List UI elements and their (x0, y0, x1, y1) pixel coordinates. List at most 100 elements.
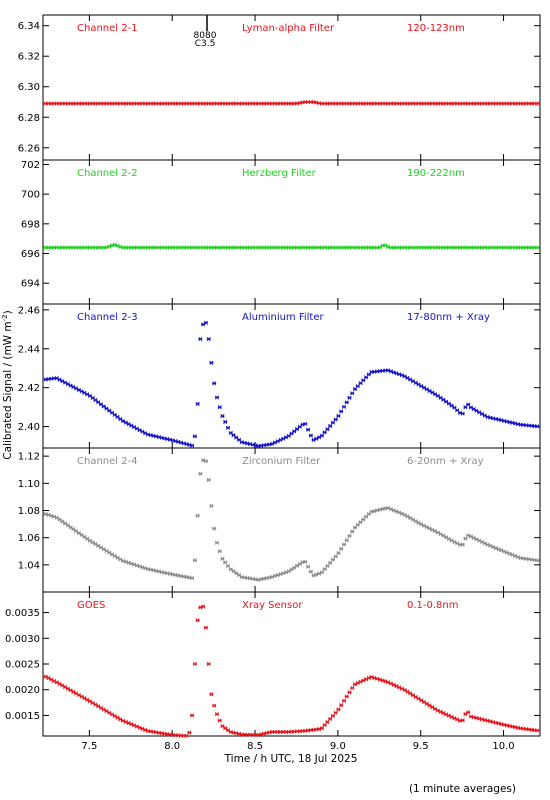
data-point (190, 576, 195, 581)
data-point (214, 712, 220, 717)
y-axis-label-sup: -2 (1, 314, 9, 321)
data-point (463, 536, 468, 541)
data-point (325, 563, 330, 569)
data-point (355, 384, 360, 389)
data-point (225, 425, 231, 430)
data-point (195, 618, 200, 623)
data-point (203, 459, 208, 464)
data-point (328, 716, 333, 721)
data-point (361, 378, 366, 383)
x-tick-label: 8.0 (164, 741, 180, 752)
data-point (217, 405, 222, 410)
data-point (192, 558, 197, 563)
y-tick-label: 696 (21, 249, 40, 260)
series-points (43, 242, 540, 250)
band-label: 190-222nm (407, 168, 465, 179)
panel-3: 2.40 2.42 2.44 2.46 Channel 2-3 Aluminium Fil… (18, 303, 541, 449)
data-point (336, 707, 341, 712)
data-point (333, 554, 338, 559)
data-point (535, 424, 540, 429)
y-tick-label: 0.0035 (5, 608, 40, 619)
x-tick-label: 9.5 (413, 741, 429, 752)
data-point (303, 559, 308, 564)
panel-frame (42, 303, 541, 449)
data-point (535, 101, 540, 106)
data-point (214, 540, 220, 545)
data-point (344, 694, 349, 699)
data-point (217, 549, 222, 554)
filter-label: Herzberg Filter (242, 168, 317, 179)
data-point (220, 556, 225, 561)
flare-marker-label: C3.5 (195, 39, 216, 49)
data-point (535, 558, 540, 563)
panels-group: 6.26 6.28 6.30 6.32 6.34 Channel 2-1 Lyman-alp… (5, 14, 541, 738)
data-point (225, 563, 231, 569)
data-point (460, 411, 465, 416)
x-tick-label: 10.0 (492, 741, 514, 752)
panel-1: 6.26 6.28 6.30 6.32 6.34 Channel 2-1 Lyman-alp… (18, 14, 541, 161)
y-tick-label: 2.46 (18, 305, 40, 316)
y-tick-label: 6.34 (18, 21, 40, 32)
series-points (43, 604, 540, 738)
data-point (347, 395, 352, 400)
y-tick-label: 694 (21, 279, 40, 290)
data-point (319, 726, 324, 731)
data-point (308, 569, 313, 574)
y-axis-label: Calibrated Signal / (mW m-2) (1, 310, 14, 459)
data-point (333, 710, 338, 715)
data-point (347, 533, 352, 538)
data-point (350, 685, 355, 691)
data-point (347, 690, 352, 695)
y-tick-label: 1.04 (18, 560, 40, 571)
data-point (466, 710, 471, 715)
data-point (306, 564, 311, 569)
data-point (187, 730, 192, 735)
data-point (339, 546, 344, 551)
panel-5: 0.0015 0.0020 0.0025 0.0030 0.0035 GOES Xray S… (5, 591, 541, 738)
data-point (220, 414, 225, 419)
data-point (203, 320, 208, 325)
data-point (198, 471, 203, 476)
y-tick-label: 2.42 (18, 383, 40, 394)
data-point (358, 381, 363, 386)
data-point (203, 625, 208, 630)
data-point (190, 443, 195, 448)
data-point (206, 336, 211, 342)
panel-2: 694 696 698 700 702 Channel 2-2 Herzberg Filte… (21, 159, 541, 305)
data-point (308, 433, 313, 438)
data-point (198, 336, 203, 342)
data-point (341, 698, 347, 703)
y-tick-label: 698 (21, 219, 40, 230)
data-point (306, 427, 311, 432)
data-point (190, 713, 195, 718)
band-label: 6-20nm + Xray (407, 456, 484, 467)
y-tick-label: 0.0030 (5, 634, 40, 645)
data-point (322, 723, 327, 728)
data-point (363, 375, 369, 380)
x-axis-label: Time / h UTC, 18 Jul 2025 (224, 753, 358, 765)
data-point (330, 420, 335, 425)
channel-label: Channel 2-3 (77, 312, 138, 323)
data-point (344, 400, 349, 405)
data-point (535, 245, 540, 250)
filter-label: Lyman-alpha Filter (242, 23, 335, 34)
channel-label: Channel 2-2 (77, 168, 138, 179)
data-point (209, 360, 214, 365)
x-tick-label: 8.5 (247, 741, 263, 752)
data-point (192, 434, 197, 439)
data-point (223, 419, 228, 424)
data-point (184, 733, 189, 738)
x-tick-label: 9.0 (330, 741, 346, 752)
data-point (223, 560, 228, 565)
data-point (212, 703, 217, 708)
data-point (336, 413, 341, 419)
data-point (217, 718, 222, 723)
filter-label: Xray Sensor (242, 600, 303, 611)
data-point (212, 526, 217, 531)
data-point (201, 604, 206, 609)
y-tick-label: 2.40 (18, 422, 40, 433)
data-point (214, 395, 220, 400)
data-point (339, 409, 344, 414)
